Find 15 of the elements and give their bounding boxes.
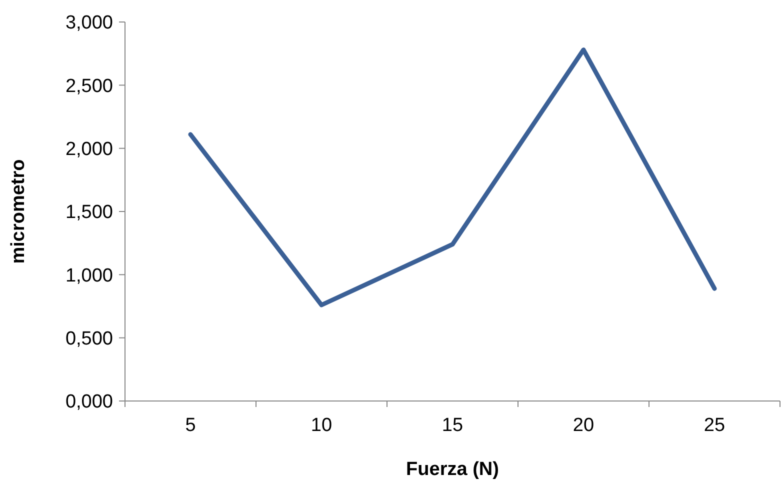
- y-tick-label: 0,000: [65, 392, 113, 413]
- y-tick-label: 1,500: [65, 202, 113, 224]
- x-tick-label: 20: [572, 415, 594, 436]
- y-tick-label: 1,000: [65, 265, 113, 286]
- x-tick-label: 25: [704, 415, 726, 436]
- y-tick-label: 3,000: [65, 12, 113, 34]
- x-tick-label: 5: [185, 415, 196, 436]
- x-tick-label: 10: [310, 415, 332, 436]
- line-series: [188, 48, 717, 308]
- y-tick-label: 0,500: [65, 328, 113, 350]
- x-tick-label: 15: [442, 415, 464, 436]
- y-tick-label: 2,500: [65, 76, 113, 97]
- y-axis-title: micrometro: [8, 159, 29, 264]
- y-tick-label: 2,000: [65, 138, 113, 160]
- x-axis-title: Fuerza (N): [406, 459, 499, 480]
